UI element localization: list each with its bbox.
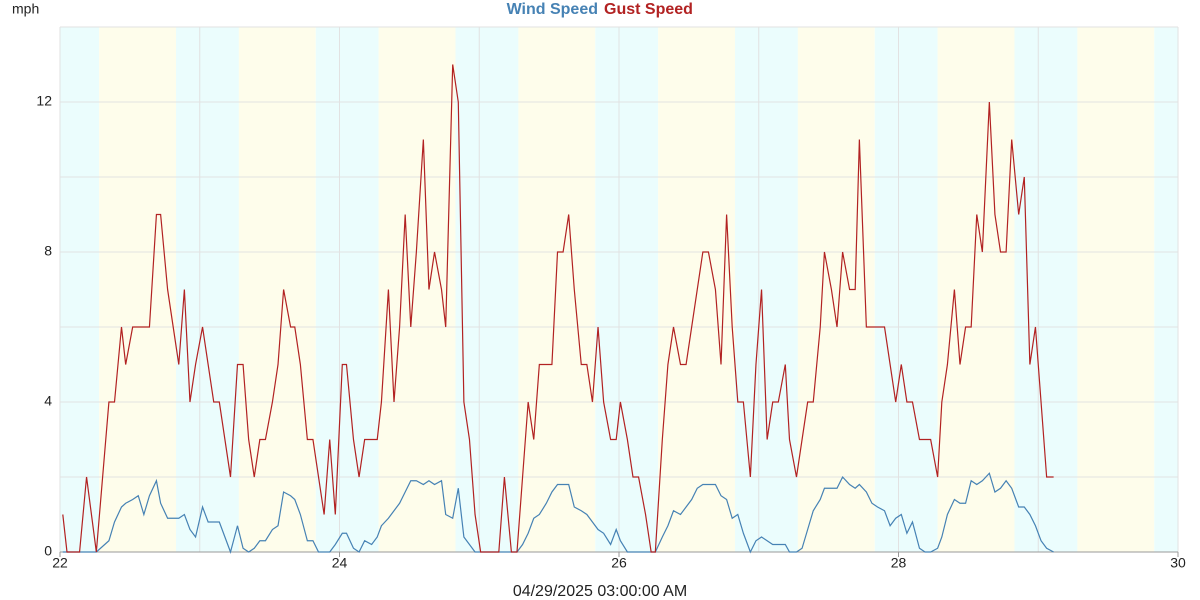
y-tick-label: 0 (44, 543, 52, 559)
band (1154, 27, 1178, 552)
band (238, 27, 316, 552)
band (60, 27, 100, 552)
y-tick-label: 4 (44, 393, 52, 409)
band (99, 27, 176, 552)
series-line (62, 472, 1054, 554)
band (734, 27, 798, 552)
y-tick-label: 12 (36, 93, 52, 109)
band (658, 27, 735, 552)
band (797, 27, 875, 552)
band (1077, 27, 1155, 552)
band (937, 27, 1015, 552)
series-line (62, 64, 1054, 553)
legend-entry: Gust Speed (604, 1, 693, 18)
band (518, 27, 596, 552)
band (378, 27, 456, 552)
x-axis-label: 04/29/2025 03:00:00 AM (513, 583, 687, 600)
band (315, 27, 379, 552)
y-axis-label: mph (12, 1, 39, 17)
band (595, 27, 659, 552)
x-tick-label: 28 (891, 555, 907, 571)
band (874, 27, 938, 552)
legend-entry: Wind Speed (507, 1, 598, 18)
x-tick-label: 26 (611, 555, 627, 571)
x-tick-label: 22 (52, 555, 68, 571)
y-tick-label: 8 (44, 243, 52, 259)
band (455, 27, 519, 552)
x-tick-label: 30 (1170, 555, 1186, 571)
x-tick-label: 24 (332, 555, 348, 571)
